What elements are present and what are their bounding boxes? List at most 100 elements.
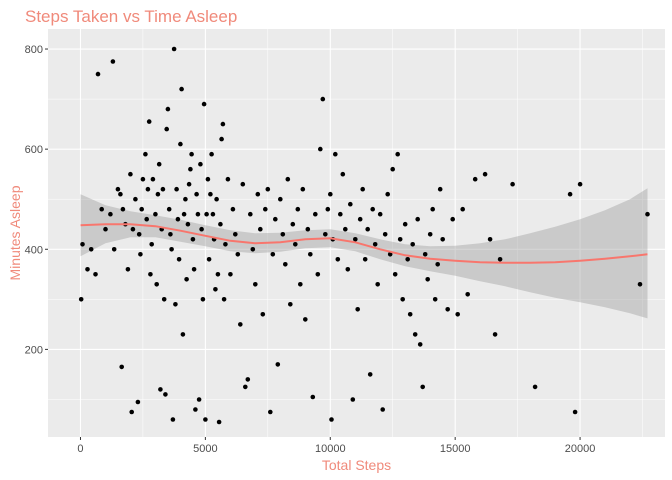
data-point xyxy=(245,377,251,382)
data-point xyxy=(201,101,207,107)
data-point xyxy=(196,397,202,402)
data-point xyxy=(108,211,113,217)
data-point xyxy=(240,181,246,187)
data-point xyxy=(176,257,182,262)
data-point xyxy=(183,196,188,202)
data-point xyxy=(465,292,471,297)
x-tick-label: 20000 xyxy=(565,443,596,455)
data-point xyxy=(365,226,371,232)
data-point xyxy=(387,252,393,257)
minor-gridlines xyxy=(48,29,665,437)
data-point xyxy=(253,282,258,287)
data-point xyxy=(230,206,236,212)
data-point xyxy=(412,332,418,337)
data-point xyxy=(283,262,288,267)
data-point xyxy=(390,166,396,172)
data-point xyxy=(184,277,189,282)
data-point xyxy=(143,151,148,157)
data-point xyxy=(145,186,151,192)
data-point xyxy=(203,417,208,422)
data-point xyxy=(223,242,228,247)
data-point xyxy=(280,232,286,237)
data-point xyxy=(136,232,142,237)
data-point xyxy=(191,267,197,272)
data-point xyxy=(258,226,263,232)
y-tick-label: 200 xyxy=(25,344,43,356)
data-point xyxy=(315,272,321,277)
data-point xyxy=(194,191,199,197)
data-point xyxy=(170,417,176,422)
data-point xyxy=(455,312,461,317)
data-point xyxy=(370,206,376,212)
data-point xyxy=(357,216,363,222)
data-point xyxy=(497,257,503,262)
data-point xyxy=(163,392,168,397)
data-point xyxy=(450,216,456,222)
data-point xyxy=(325,206,331,212)
data-point xyxy=(193,407,198,412)
data-point xyxy=(328,191,333,197)
data-point xyxy=(243,384,248,390)
data-point xyxy=(130,226,136,232)
data-point xyxy=(440,237,446,242)
data-point xyxy=(645,211,650,217)
data-point xyxy=(128,171,133,177)
data-point xyxy=(80,242,85,247)
data-point xyxy=(572,409,578,415)
data-point xyxy=(395,151,401,157)
data-point xyxy=(166,206,172,212)
data-point xyxy=(208,191,213,197)
data-point xyxy=(348,201,353,207)
data-point xyxy=(310,394,316,400)
data-point xyxy=(115,186,121,192)
data-point xyxy=(460,206,466,212)
data-point xyxy=(435,262,441,267)
y-tick-label: 400 xyxy=(25,244,43,256)
data-point xyxy=(174,186,179,192)
data-point xyxy=(278,196,283,202)
data-point xyxy=(250,247,256,252)
data-point xyxy=(397,237,403,242)
data-point xyxy=(111,247,117,252)
data-point xyxy=(189,151,194,157)
data-point xyxy=(199,226,204,232)
x-axis-title: Total Steps xyxy=(322,457,391,473)
x-tick-label: 10000 xyxy=(315,443,346,455)
data-point xyxy=(343,226,348,232)
data-point xyxy=(169,247,174,252)
x-axis-ticks: 0 5000 10000 15000 20000 xyxy=(77,437,595,455)
y-tick-label: 600 xyxy=(25,144,43,156)
chart-title: Steps Taken vs Time Asleep xyxy=(25,7,237,26)
data-point xyxy=(295,206,301,212)
data-point xyxy=(228,272,233,277)
data-point xyxy=(482,171,488,177)
data-point xyxy=(487,237,493,242)
data-point xyxy=(427,232,433,237)
data-point xyxy=(173,302,178,307)
x-tick-label: 0 xyxy=(77,443,83,455)
data-point xyxy=(425,277,431,282)
data-point xyxy=(118,191,123,197)
data-point xyxy=(340,171,346,177)
data-point xyxy=(407,312,413,317)
data-point xyxy=(345,267,351,272)
y-axis-ticks: 200 400 600 800 xyxy=(25,44,48,356)
data-point xyxy=(400,297,406,302)
data-point xyxy=(420,384,426,390)
data-point xyxy=(367,372,373,377)
data-point xyxy=(288,302,293,307)
data-point xyxy=(171,46,177,52)
data-point xyxy=(180,332,186,337)
data-point xyxy=(235,252,241,257)
data-point xyxy=(265,186,271,192)
data-point xyxy=(360,186,366,192)
data-point xyxy=(95,71,101,77)
data-point xyxy=(99,206,104,212)
data-point xyxy=(144,216,149,222)
data-point xyxy=(385,191,391,197)
data-point xyxy=(150,176,156,182)
data-point xyxy=(215,272,221,277)
data-point xyxy=(375,282,381,287)
data-point xyxy=(198,161,203,167)
data-point xyxy=(195,211,201,217)
